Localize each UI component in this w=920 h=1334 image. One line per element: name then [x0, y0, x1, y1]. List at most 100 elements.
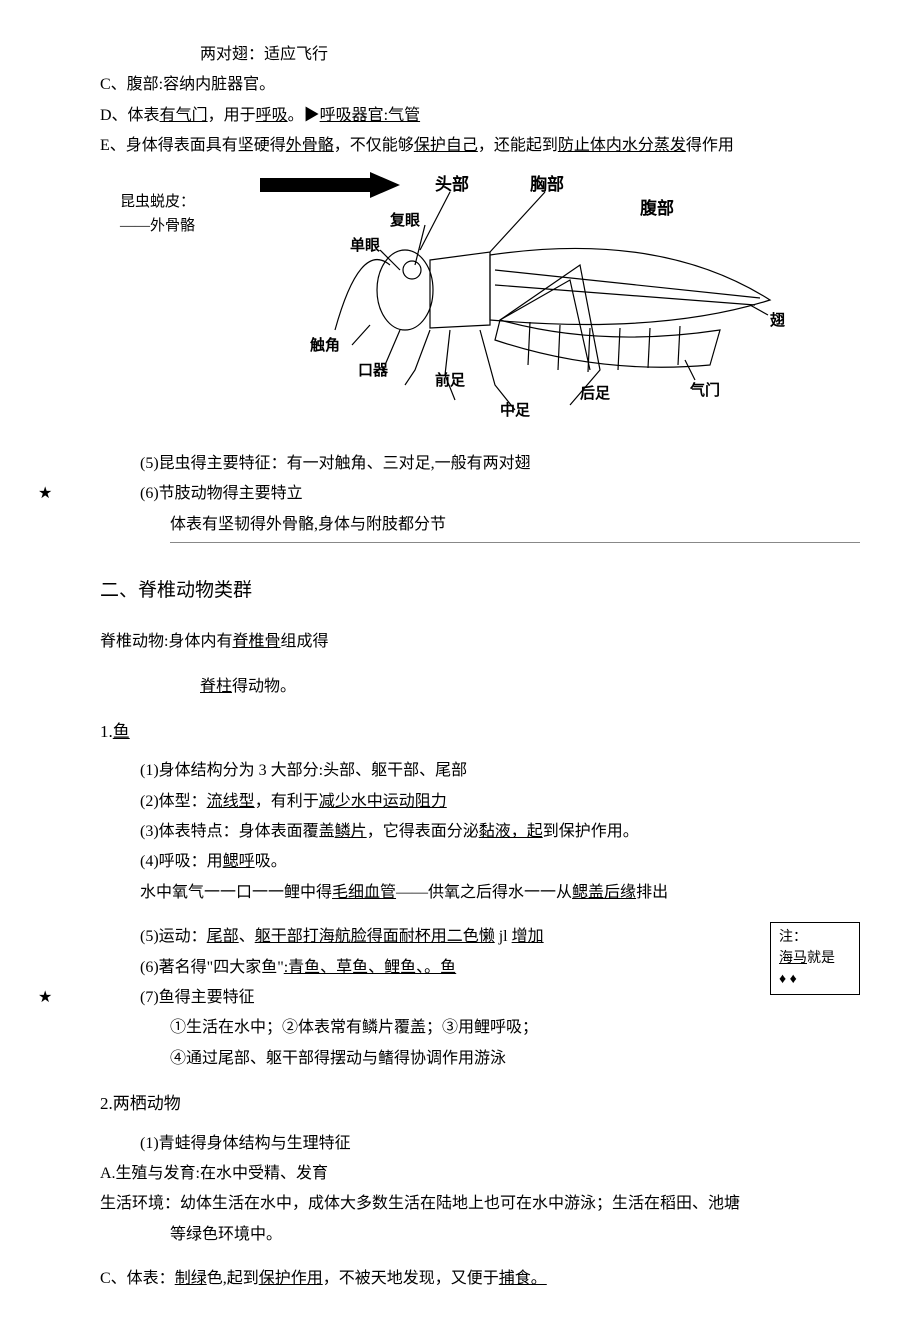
text: 到保护作用。 — [543, 823, 639, 840]
text: ，不被天地发现，又便于 — [323, 1270, 499, 1287]
text-u: 保护自己 — [414, 137, 478, 154]
fish-1: (1)身体结构分为 3 大部分:头部、躯干部、尾部 — [60, 756, 860, 786]
text-u: 脊柱 — [200, 678, 232, 695]
text: ，还能起到 — [478, 137, 558, 154]
text-u: 脊椎骨 — [232, 633, 280, 650]
label-wing: 翅 — [769, 311, 785, 329]
text: C、体表： — [100, 1270, 175, 1287]
amph-1: (1)青蛙得身体结构与生理特征 — [60, 1129, 860, 1159]
fish-6: (6)著名得"四大家鱼":青鱼、草鱼、鲤鱼、。鱼 — [60, 953, 860, 983]
grasshopper-svg: 头部 胸部 腹部 复眼 单眼 触角 口器 前足 中足 后足 气门 翅 — [240, 170, 800, 430]
grasshopper-diagram: 昆虫蜕皮： ——外骨骼 头部 胸部 腹部 复眼 单眼 触角 口器 前足 中足 后… — [120, 170, 860, 441]
label-thorax: 胸部 — [530, 174, 564, 194]
label-head: 头部 — [435, 174, 469, 194]
text: 排出 — [636, 884, 668, 901]
fish-5-row: (5)运动：尾部、躯干部打海航脸得面耐杯用二色懒 jl 增加 注： 海马就是 ♦… — [60, 922, 860, 952]
text: 就是 — [807, 951, 835, 966]
section-vertebrate-title: 二、脊椎动物类群 — [60, 573, 860, 609]
text: 水中氧气一一口一一鲤中得 — [140, 884, 332, 901]
amph-env1: 生活环境：幼体生活在水中，成体大多数生活在陆地上也可在水中游泳；生活在稻田、池塘 — [60, 1189, 860, 1219]
text: 得作用 — [686, 137, 734, 154]
text: (6)著名得"四大家鱼" — [140, 959, 284, 976]
amph-c: C、体表：制绿色,起到保护作用，不被天地发现，又便于捕食。 — [60, 1264, 860, 1294]
text: 。▶ — [288, 107, 320, 124]
fish-4b: 水中氧气一一口一一鲤中得毛细血管——供氧之后得水一一从鳃盖后缘排出 — [60, 878, 860, 908]
line-d: D、体表有气门，用于呼吸。▶呼吸器官:气管 — [60, 101, 860, 131]
amph-a: A.生殖与发育:在水中受精、发育 — [60, 1159, 860, 1189]
insect-5: (5)昆虫得主要特征：有一对触角、三对足,一般有两对翅 — [60, 449, 860, 479]
text: 得动物。 — [232, 678, 296, 695]
text: E、身体得表面具有坚硬得 — [100, 137, 286, 154]
note-line-2: 海马就是 — [779, 948, 851, 969]
text: D、体表 — [100, 107, 160, 124]
text-u: 减少水中运动阻力 — [319, 793, 447, 810]
text-u: 呼吸 — [256, 107, 288, 124]
side-line-2: ——外骨骼 — [120, 214, 195, 238]
label-spiracle: 气门 — [689, 381, 720, 399]
text: 吸。 — [255, 853, 287, 870]
fish-7: (7)鱼得主要特征 — [60, 983, 860, 1013]
text: (3)体表特点：身体表面覆盖 — [140, 823, 335, 840]
text-u: 外骨骼 — [286, 137, 334, 154]
fish-4: (4)呼吸：用鳃呼吸。 — [60, 847, 860, 877]
text-u: 呼吸器官:气管 — [320, 107, 420, 124]
label-midleg: 中足 — [500, 401, 531, 419]
label-foreleg: 前足 — [435, 371, 466, 389]
insect-6: (6)节肢动物得主要特立 — [60, 479, 860, 509]
text-u: 鱼 — [113, 722, 130, 741]
big-glyph: jl — [495, 928, 512, 945]
text: ，有利于 — [255, 793, 319, 810]
text-u: :青鱼、草鱼、鲤鱼、。鱼 — [284, 959, 456, 976]
text-u: 鳞片 — [335, 823, 367, 840]
label-abdomen: 腹部 — [640, 198, 674, 218]
diagram-side-note: 昆虫蜕皮： ——外骨骼 — [120, 190, 195, 238]
text-u: 尾部 — [207, 928, 239, 945]
underline-span: 体表有坚韧得外骨骼,身体与附肢都分节 — [170, 510, 860, 543]
text-u: 鳃呼 — [223, 853, 255, 870]
fish-2: (2)体型：流线型，有利于减少水中运动阻力 — [60, 787, 860, 817]
insect-6-detail: 体表有坚韧得外骨骼,身体与附肢都分节 — [60, 510, 860, 543]
fish-7b: ④通过尾部、躯干部得摆动与鳍得协调作用游泳 — [60, 1044, 860, 1074]
line-e: E、身体得表面具有坚硬得外骨骼，不仅能够保护自己，还能起到防止体内水分蒸发得作用 — [60, 131, 860, 161]
label-simple-eye: 单眼 — [350, 236, 380, 254]
text: ，不仅能够 — [334, 137, 414, 154]
fish-title: 1.鱼 — [60, 716, 860, 748]
line-c: C、腹部:容纳内脏器官。 — [60, 70, 860, 100]
text-u: 毛细血管 — [332, 884, 396, 901]
vert-def-2: 脊柱得动物。 — [60, 672, 860, 702]
fish-7a: ①生活在水中；②体表常有鳞片覆盖；③用鲤呼吸； — [60, 1013, 860, 1043]
wings-line: 两对翅：适应飞行 — [60, 40, 860, 70]
text: 组成得 — [280, 633, 328, 650]
text-u: 流线型 — [207, 793, 255, 810]
vert-def-1: 脊椎动物:身体内有脊椎骨组成得 — [60, 627, 860, 657]
text: (4)呼吸：用 — [140, 853, 223, 870]
side-line-1: 昆虫蜕皮： — [120, 190, 195, 214]
text: (5)运动： — [140, 928, 207, 945]
text-u: 捕食。 — [499, 1270, 547, 1287]
label-mouth: 口器 — [358, 362, 389, 379]
text: ，用于 — [208, 107, 256, 124]
text: ——供氧之后得水一一从 — [396, 884, 572, 901]
text-u: 海马 — [779, 951, 807, 966]
note-line-1: 注： — [779, 927, 851, 948]
label-antenna: 触角 — [310, 336, 340, 354]
label-compound-eye: 复眼 — [389, 211, 420, 229]
text: ，它得表面分泌 — [367, 823, 479, 840]
text-u: 躯干部 — [255, 928, 303, 945]
text-u: 打海航脸得面耐杯用二色懒 — [303, 928, 495, 945]
text: 色,起到 — [207, 1270, 259, 1287]
text: 1. — [100, 722, 113, 741]
text: 脊椎动物:身体内有 — [100, 633, 232, 650]
text: (2)体型： — [140, 793, 207, 810]
text-u: 鳃盖后缘 — [572, 884, 636, 901]
text-u: 制绿 — [175, 1270, 207, 1287]
text-u: 黏液，起 — [479, 823, 543, 840]
text-u: 增加 — [512, 928, 544, 945]
text-u: 有气门 — [160, 107, 208, 124]
amph-env2: 等绿色环境中。 — [60, 1220, 860, 1250]
text-u: 保护作用 — [259, 1270, 323, 1287]
fish-3: (3)体表特点：身体表面覆盖鳞片，它得表面分泌黏液，起到保护作用。 — [60, 817, 860, 847]
text: 、 — [239, 928, 255, 945]
amph-title: 2.两栖动物 — [60, 1088, 860, 1120]
text-u: 防止体内水分蒸发 — [558, 137, 686, 154]
